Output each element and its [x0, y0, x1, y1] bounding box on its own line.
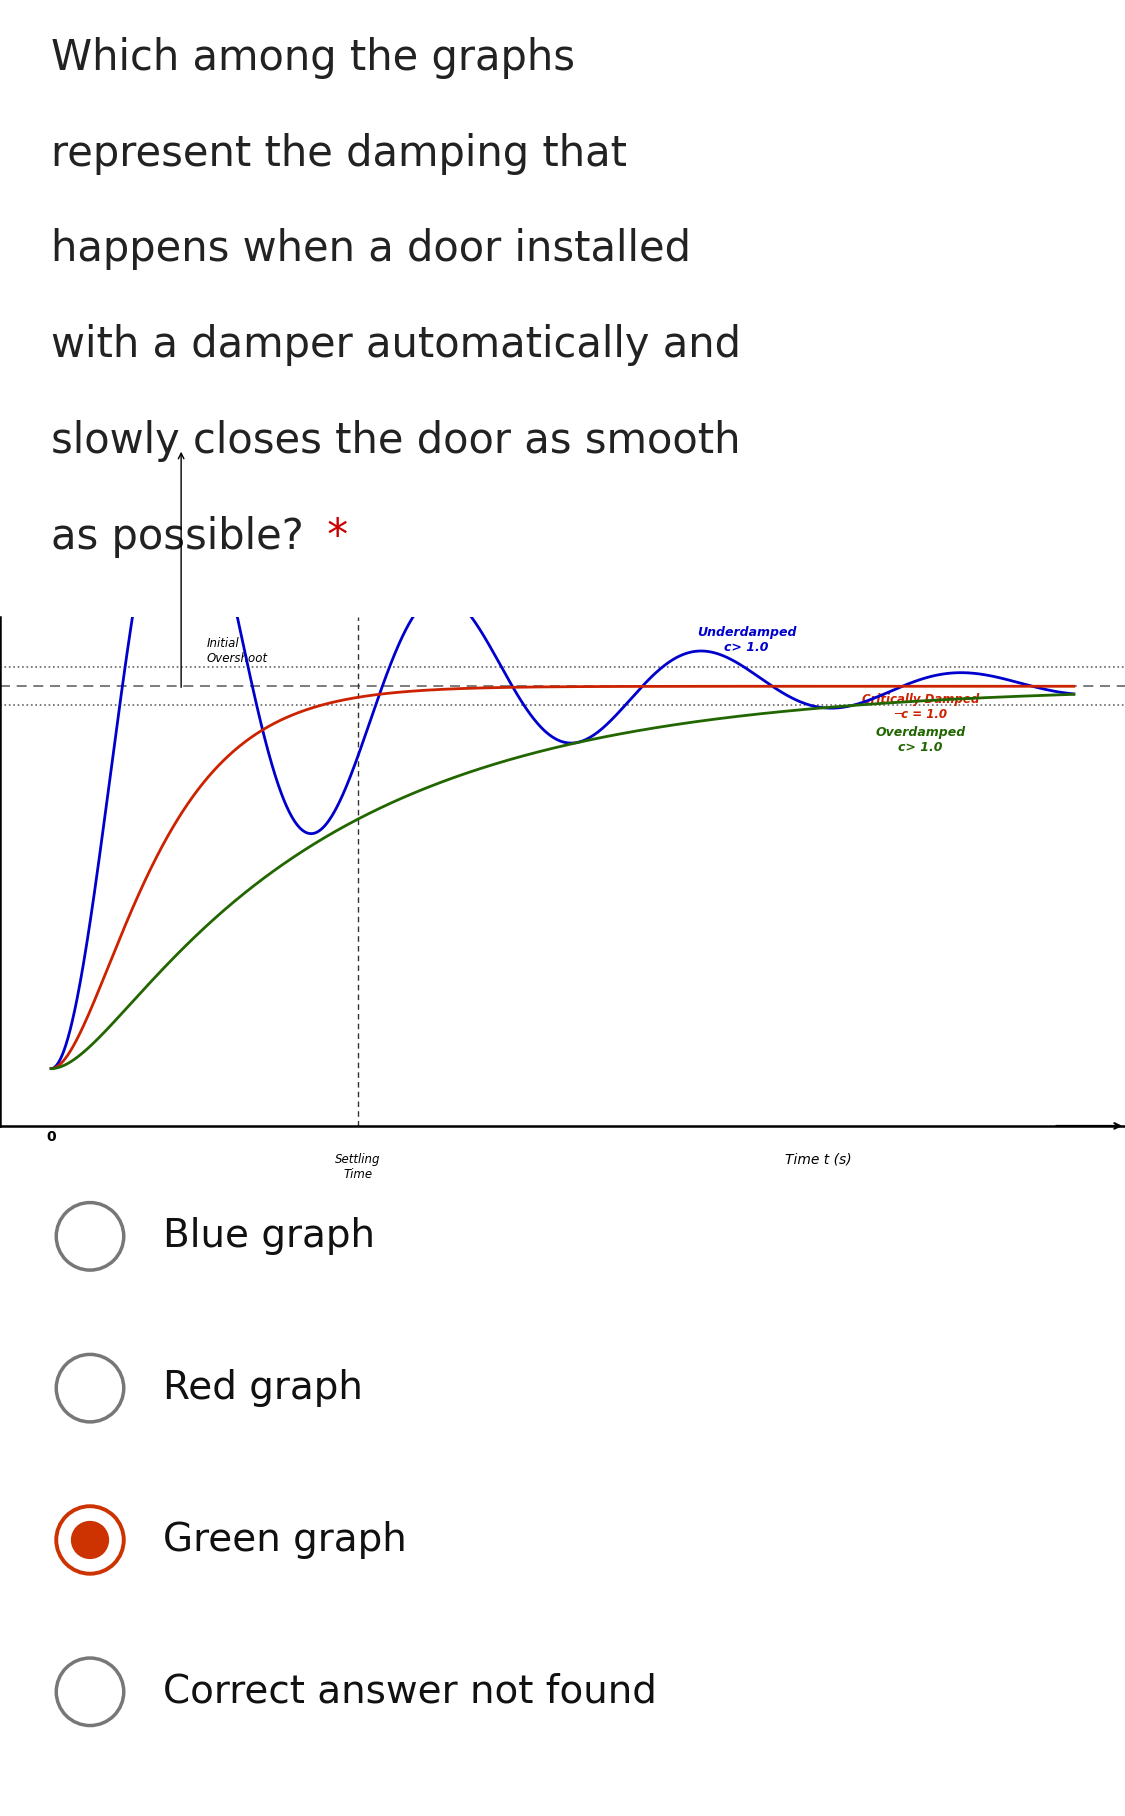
Text: Time t (s): Time t (s) [785, 1153, 852, 1166]
Ellipse shape [71, 1520, 109, 1560]
Text: as possible?: as possible? [51, 516, 304, 558]
Text: represent the damping that: represent the damping that [51, 133, 627, 174]
Text: Green graph: Green graph [163, 1522, 407, 1558]
Text: Overdamped
c> 1.0: Overdamped c> 1.0 [875, 726, 965, 754]
Text: with a damper automatically and: with a damper automatically and [51, 323, 740, 367]
Text: Which among the graphs: Which among the graphs [51, 36, 575, 80]
Text: Underdamped
c> 1.0: Underdamped c> 1.0 [696, 627, 796, 654]
Text: Settling
Time: Settling Time [335, 1153, 380, 1180]
Text: Correct answer not found: Correct answer not found [163, 1673, 657, 1711]
Text: happens when a door installed: happens when a door installed [51, 229, 691, 271]
Text: *: * [314, 516, 348, 558]
Text: slowly closes the door as smooth: slowly closes the door as smooth [51, 419, 740, 461]
Text: Blue graph: Blue graph [163, 1217, 375, 1255]
Text: Red graph: Red graph [163, 1369, 363, 1407]
Text: Initial
Overshoot: Initial Overshoot [207, 637, 268, 665]
Text: Critically Damped
─c = 1.0: Critically Damped ─c = 1.0 [862, 694, 979, 721]
